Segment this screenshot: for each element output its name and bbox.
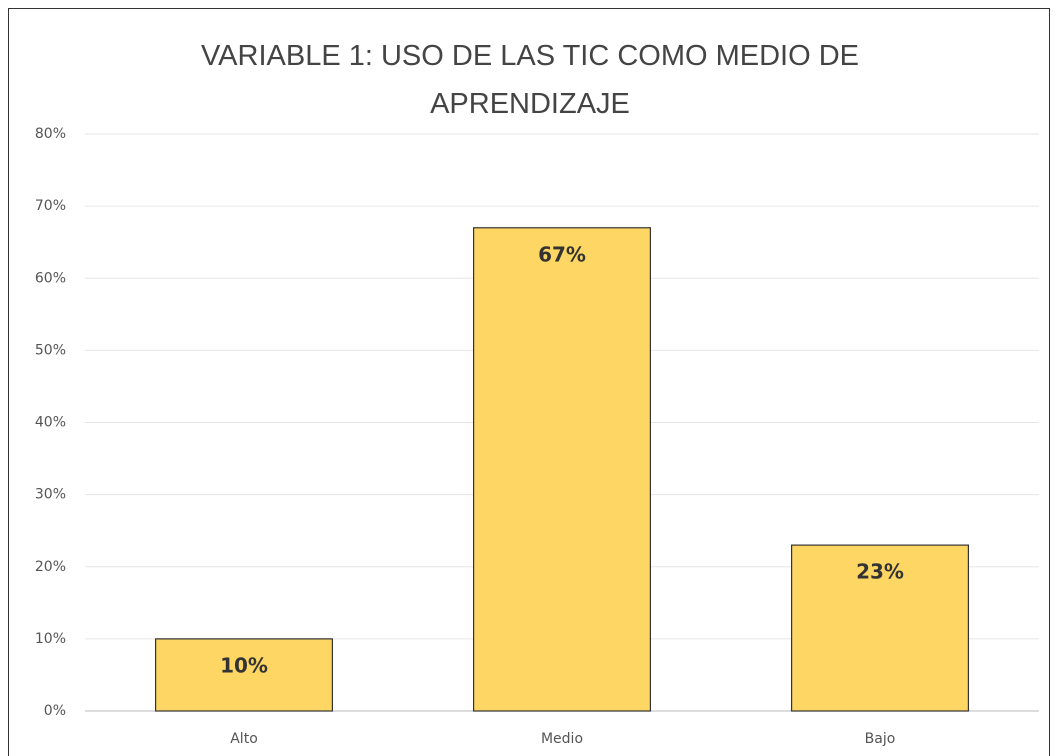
- y-tick-label: 60%: [35, 270, 66, 286]
- x-tick-label: Alto: [230, 731, 258, 747]
- data-label: 10%: [220, 653, 268, 677]
- y-tick-label: 70%: [35, 198, 66, 214]
- bar: [472, 227, 652, 712]
- data-label: 67%: [538, 242, 586, 266]
- y-tick-label: 40%: [35, 415, 66, 431]
- chart-border: [8, 8, 1050, 756]
- y-tick-label: 0%: [44, 703, 66, 719]
- bar: [154, 638, 334, 712]
- x-tick-label: Medio: [541, 731, 583, 747]
- y-tick-label: 50%: [35, 342, 66, 358]
- y-tick-label: 30%: [35, 487, 66, 503]
- y-tick-label: 80%: [35, 126, 66, 142]
- y-tick-label: 20%: [35, 559, 66, 575]
- chart-title: VARIABLE 1: USO DE LAS TIC COMO MEDIO DE…: [200, 40, 860, 120]
- y-tick-label: 10%: [35, 631, 66, 647]
- x-tick-label: Bajo: [865, 731, 896, 747]
- bar: [790, 544, 970, 712]
- data-label: 23%: [856, 560, 904, 584]
